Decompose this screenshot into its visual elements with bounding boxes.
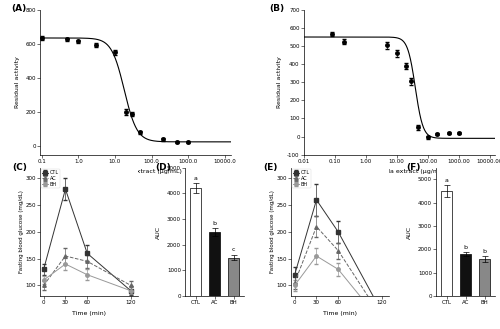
Y-axis label: Residual activity: Residual activity: [15, 56, 20, 108]
Bar: [209, 232, 220, 296]
Legend: CTL, AC, BH: CTL, AC, BH: [292, 169, 312, 188]
Y-axis label: Residual activity: Residual activity: [276, 56, 281, 108]
Text: (C): (C): [12, 163, 28, 172]
Bar: [190, 188, 202, 296]
X-axis label: B. holophylla extract (μg/mL): B. holophylla extract (μg/mL): [354, 169, 446, 174]
Text: b: b: [464, 245, 468, 250]
Bar: [460, 254, 471, 296]
Y-axis label: AUC: AUC: [156, 225, 162, 239]
Bar: [228, 258, 239, 296]
Text: (A): (A): [12, 4, 26, 13]
X-axis label: B. holophylla extract (μg/mL): B. holophylla extract (μg/mL): [90, 169, 182, 174]
Text: a: a: [444, 178, 448, 184]
Text: (E): (E): [264, 163, 278, 172]
Text: (F): (F): [406, 163, 421, 172]
X-axis label: Time (min): Time (min): [72, 311, 106, 316]
Text: b: b: [482, 249, 486, 254]
Y-axis label: Fasting blood glucose (mg/dL): Fasting blood glucose (mg/dL): [19, 190, 24, 273]
Text: a: a: [194, 176, 198, 181]
Legend: CTL, AC, BH: CTL, AC, BH: [41, 169, 60, 188]
Text: b: b: [212, 220, 216, 226]
Text: (B): (B): [270, 4, 284, 13]
Text: (D): (D): [156, 163, 172, 172]
Y-axis label: Fasting blood glucose (mg/dL): Fasting blood glucose (mg/dL): [270, 190, 275, 273]
Text: c: c: [232, 247, 235, 252]
Y-axis label: AUC: AUC: [408, 225, 412, 239]
Bar: [441, 191, 452, 296]
X-axis label: Time (min): Time (min): [323, 311, 357, 316]
Bar: [479, 259, 490, 296]
